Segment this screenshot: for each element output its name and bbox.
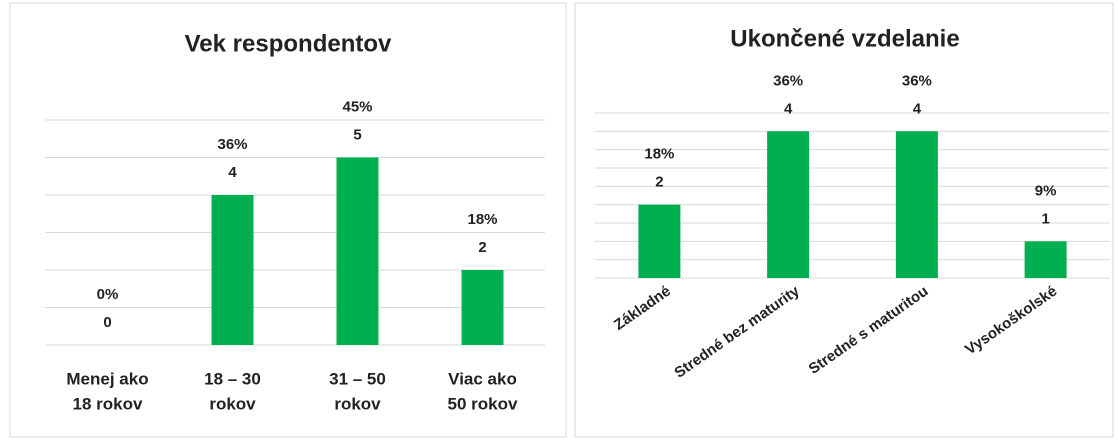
value-label: 4	[913, 100, 922, 117]
panel	[9, 2, 567, 438]
bar	[1024, 241, 1067, 278]
category-label: 50 rokov	[448, 394, 518, 413]
bar	[336, 157, 379, 345]
percent-label: 36%	[773, 72, 803, 89]
category-label: rokov	[209, 394, 256, 413]
value-label: 5	[353, 126, 361, 143]
bar	[767, 131, 810, 278]
bar	[461, 270, 504, 345]
value-label: 2	[655, 174, 663, 191]
percent-label: 36%	[217, 136, 247, 153]
percent-label: 0%	[97, 286, 119, 303]
percent-label: 18%	[644, 146, 674, 163]
category-label: Viac ako	[448, 369, 517, 388]
category-label: 31 – 50	[329, 369, 386, 388]
value-label: 4	[228, 164, 237, 181]
chart-title: Vek respondentov	[185, 30, 392, 57]
category-label: 18 – 30	[204, 369, 261, 388]
bar	[895, 131, 938, 278]
value-label: 4	[784, 100, 793, 117]
value-label: 2	[478, 239, 486, 256]
category-label: Menej ako	[66, 369, 148, 388]
bar	[211, 195, 254, 345]
percent-label: 45%	[342, 98, 372, 115]
value-label: 0	[103, 314, 111, 331]
value-label: 1	[1041, 210, 1049, 227]
category-label: 18 rokov	[73, 394, 143, 413]
percent-label: 36%	[902, 72, 932, 89]
bar	[638, 204, 681, 278]
percent-label: 18%	[467, 211, 497, 228]
percent-label: 9%	[1035, 182, 1057, 199]
category-label: rokov	[334, 394, 381, 413]
chart-title: Ukončené vzdelanie	[730, 25, 959, 52]
